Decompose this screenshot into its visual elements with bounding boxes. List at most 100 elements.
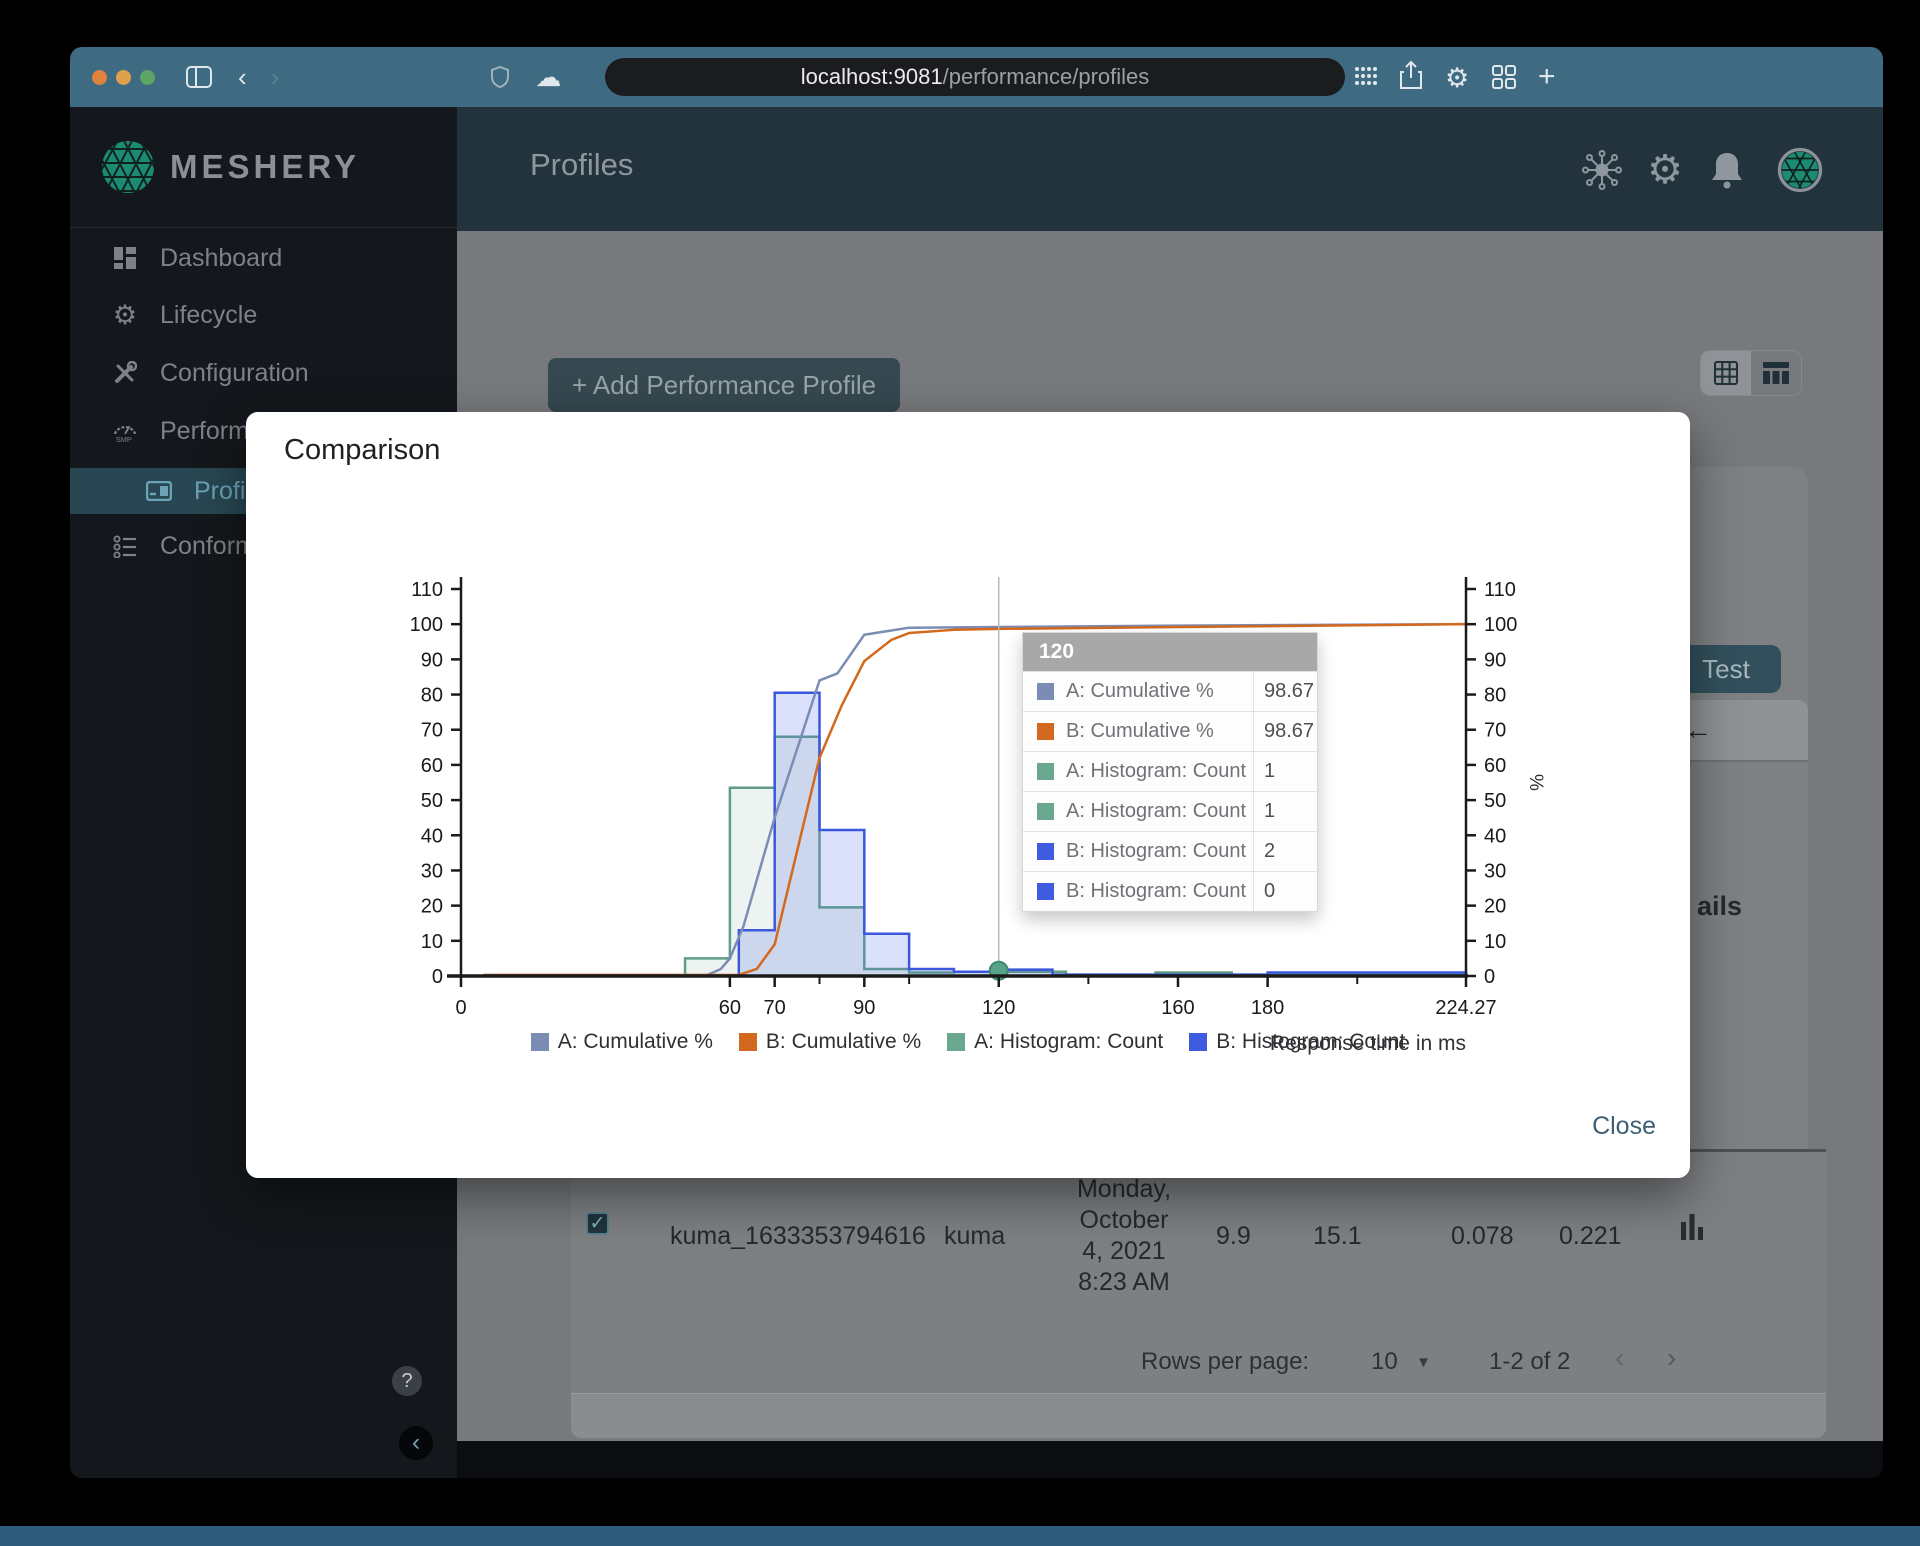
tooltip-row-value: 2 [1253, 832, 1317, 871]
pagination: Rows per page: 10 ▼ 1-2 of 2 ‹ › [571, 1340, 1826, 1384]
back-button[interactable]: ‹ [238, 61, 247, 92]
tooltip-row-label: A: Cumulative % [1066, 680, 1214, 702]
privacy-shield-icon[interactable] [491, 66, 510, 88]
svg-text:0: 0 [1484, 966, 1495, 988]
svg-text:40: 40 [421, 825, 443, 847]
collapse-sidebar-button[interactable]: ‹ [399, 1426, 433, 1460]
row-date: Monday, October 4, 2021 8:23 AM [1076, 1175, 1172, 1296]
browser-chrome: ‹ › ☁ ↻ ⚙ + localhost [70, 47, 1883, 107]
tooltip-row: B: Cumulative % 98.67 [1023, 711, 1317, 751]
legend-item[interactable]: B: Cumulative % [738, 1030, 922, 1054]
svg-text:100: 100 [1484, 614, 1517, 636]
legend-swatch [738, 1033, 757, 1051]
svg-text:90: 90 [1484, 649, 1506, 671]
brand-name: MESHERY [170, 148, 360, 185]
svg-text:SMP: SMP [116, 435, 132, 444]
svg-text:224.27: 224.27 [1435, 997, 1496, 1019]
sidebar-item-dashboard[interactable]: Dashboard [70, 236, 457, 280]
notifications-bell-icon[interactable] [1704, 147, 1750, 193]
rows-per-page-select[interactable]: 10 [1371, 1348, 1398, 1375]
svg-text:70: 70 [764, 997, 786, 1019]
chevron-down-icon[interactable]: ▼ [1416, 1354, 1431, 1371]
legend-item[interactable]: A: Cumulative % [530, 1030, 713, 1054]
close-button[interactable]: Close [1592, 1112, 1656, 1140]
share-icon[interactable] [1400, 61, 1422, 89]
svg-text:60: 60 [719, 997, 741, 1019]
card-nav-strip: ← [1668, 700, 1808, 762]
url-bar[interactable]: localhost:9081/performance/profiles [605, 58, 1345, 96]
table-view-button[interactable] [1751, 351, 1801, 395]
sidebar-item-label: Dashboard [160, 243, 283, 272]
tooltip-row: A: Cumulative % 98.67 [1023, 671, 1317, 711]
tooltip-row-label: B: Cumulative % [1066, 720, 1214, 742]
add-performance-profile-button[interactable]: + Add Performance Profile [548, 358, 900, 412]
tab-grid-icon[interactable] [1354, 66, 1378, 86]
traffic-light-close[interactable] [92, 69, 107, 85]
dock-strip [0, 1526, 1920, 1546]
series-swatch [1037, 843, 1054, 860]
legend-item[interactable]: B: Histogram: Count [1189, 1030, 1405, 1054]
tooltip-row-label: B: Histogram: Count [1066, 880, 1247, 902]
grid-view-button[interactable] [1701, 351, 1751, 395]
user-avatar[interactable] [1777, 147, 1823, 193]
new-tab-plus-icon[interactable]: + [1538, 60, 1556, 93]
meshery-logo-icon [102, 141, 154, 193]
performance-gauge-icon: SMP [112, 418, 138, 444]
svg-text:20: 20 [1484, 896, 1506, 918]
svg-text:0: 0 [432, 966, 443, 988]
svg-text:50: 50 [1484, 790, 1506, 812]
view-toggle-group [1700, 350, 1802, 396]
conformance-checklist-icon [112, 533, 138, 559]
tooltip-row: B: Histogram: Count 0 [1023, 871, 1317, 911]
svg-text:60: 60 [1484, 755, 1506, 777]
results-table: ✓ kuma_1633353794616 kuma Monday, October… [571, 1149, 1826, 1438]
sidebar-toggle-icon[interactable] [186, 66, 212, 88]
previous-page-button[interactable]: ‹ [1615, 1342, 1625, 1373]
settings-gear-icon[interactable]: ⚙ [1445, 63, 1470, 93]
legend-item[interactable]: A: Histogram: Count [947, 1030, 1163, 1054]
traffic-light-minimize[interactable] [116, 69, 131, 85]
tooltip-row-label: B: Histogram: Count [1066, 840, 1247, 862]
sidebar-item-lifecycle[interactable]: ⚙ Lifecycle [70, 293, 457, 337]
tooltip-row-value: 98.67 [1253, 672, 1317, 711]
svg-text:10: 10 [1484, 931, 1506, 953]
extensions-grid-icon[interactable] [1492, 65, 1516, 89]
svg-text:80: 80 [1484, 685, 1506, 707]
configuration-wrench-icon [112, 360, 138, 386]
row-p99: 0.221 [1559, 1222, 1622, 1250]
tooltip-row-value: 1 [1253, 792, 1317, 831]
svg-text:40: 40 [1484, 825, 1506, 847]
preferences-gear-icon[interactable]: ⚙ [1647, 148, 1683, 192]
mesh-adapters-icon[interactable] [1579, 147, 1625, 193]
appbar: Profiles ⚙ [457, 107, 1883, 231]
help-button[interactable]: ? [392, 1366, 422, 1396]
icloud-icon[interactable]: ☁ [535, 61, 562, 92]
row-checkbox[interactable]: ✓ [586, 1212, 609, 1235]
legend-swatch [530, 1033, 549, 1051]
row-chart-icon[interactable] [1681, 1214, 1703, 1247]
rows-per-page-label: Rows per page: [1141, 1348, 1310, 1375]
row-qps: 9.9 [1216, 1222, 1251, 1250]
svg-text:110: 110 [1484, 579, 1516, 601]
legend-label: B: Cumulative % [765, 1030, 922, 1053]
forward-button[interactable]: › [270, 61, 280, 92]
brand-header[interactable]: MESHERY [70, 107, 457, 228]
help-glyph: ? [401, 1369, 413, 1392]
series-swatch [1037, 883, 1054, 900]
chart-tooltip: 120 A: Cumulative % 98.67 B: Cumulative % 9… [1022, 632, 1318, 912]
sidebar-item-configuration[interactable]: Configuration [70, 351, 457, 395]
svg-text:110: 110 [411, 579, 443, 601]
table-footer [571, 1394, 1826, 1438]
svg-text:100: 100 [410, 614, 443, 636]
traffic-light-zoom[interactable] [140, 69, 155, 85]
svg-text:70: 70 [421, 720, 443, 742]
next-page-button[interactable]: › [1667, 1342, 1677, 1373]
legend-label: A: Cumulative % [557, 1030, 713, 1053]
row-p50: 0.078 [1451, 1222, 1514, 1250]
tooltip-row-label: A: Histogram: Count [1066, 760, 1247, 782]
svg-text:0: 0 [455, 997, 466, 1019]
modal-title: Comparison [284, 434, 441, 466]
series-swatch [1037, 723, 1054, 740]
svg-text:Response time in ms: Response time in ms [1270, 1032, 1466, 1055]
